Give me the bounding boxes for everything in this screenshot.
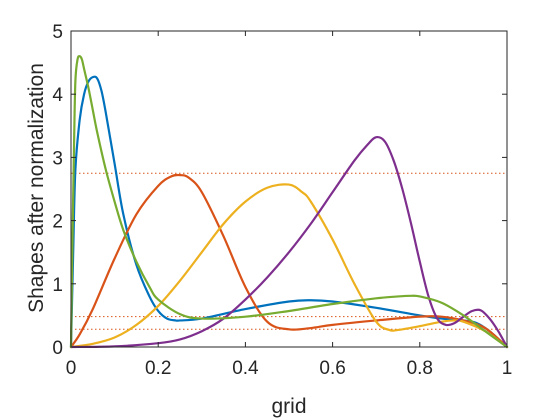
axes bbox=[70, 30, 508, 348]
series-lines bbox=[69, 55, 509, 349]
reference-lines bbox=[71, 172, 507, 330]
x-axis-label: grid bbox=[271, 395, 306, 418]
series-line-3 bbox=[69, 183, 509, 349]
x-tick-label: 0 bbox=[66, 358, 77, 379]
y-tick-label: 5 bbox=[52, 22, 63, 43]
x-tick-label: 0.4 bbox=[232, 358, 259, 379]
series-line-4 bbox=[69, 135, 509, 349]
y-tick-label: 1 bbox=[52, 275, 63, 296]
x-tick-label: 0.6 bbox=[319, 358, 345, 379]
y-tick-label: 3 bbox=[52, 148, 63, 169]
tick-labels: 0 0.2 0.4 0.6 0.8 1 0 1 2 3 4 5 bbox=[52, 22, 512, 379]
x-tick-label: 0.2 bbox=[145, 358, 171, 379]
plot-area-box bbox=[70, 30, 508, 348]
y-tick-label: 2 bbox=[52, 212, 63, 233]
y-tick-label: 0 bbox=[52, 338, 63, 359]
x-tick-label: 0.8 bbox=[407, 358, 433, 379]
series-line-5 bbox=[69, 55, 509, 349]
x-tick-label: 1 bbox=[502, 358, 513, 379]
y-tick-label: 4 bbox=[52, 85, 63, 106]
series-line-1 bbox=[69, 75, 509, 349]
y-axis-label: Shapes after normalization bbox=[25, 63, 48, 313]
